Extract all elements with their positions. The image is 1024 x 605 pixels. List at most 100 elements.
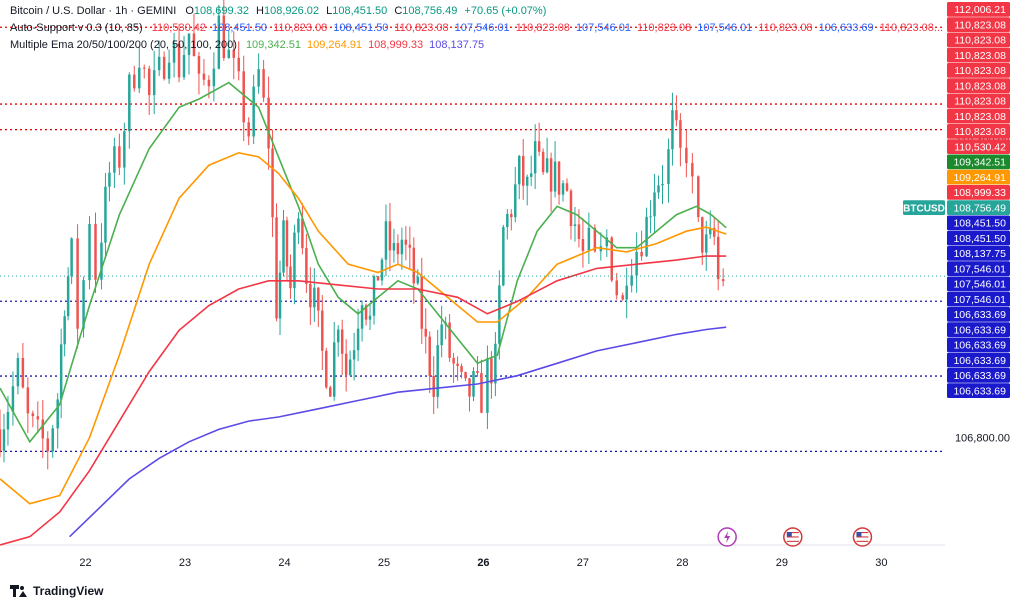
autosupport-name: Auto-Support v 0.3 (10, 85) [10,22,143,34]
flag-stripe [786,532,799,534]
us-flag-icon[interactable] [783,527,803,547]
open-label: O [185,5,194,17]
candle-body [593,227,597,252]
ema-value: 109,342.51 [245,39,301,51]
candle-body [376,276,380,281]
x-tick-label: 28 [676,557,688,569]
candle-body [630,275,633,286]
candle-body [657,185,660,193]
price-label-box [947,63,1010,78]
lightning-icon[interactable] [717,527,737,547]
candle-body [529,173,533,177]
ema-value: 108,999.33 [368,39,424,51]
candle-body [26,387,30,414]
candle-body [553,161,557,192]
candle-body [691,163,694,177]
candle-body [537,141,541,152]
price-label-box [947,17,1010,32]
autosupport-values: 110,530.42 108,451.50 110,823.08 108,451.50… [152,22,949,34]
price-label-box [947,78,1010,93]
candle-body [192,33,196,57]
price-label-text: 109,342.51 [953,157,1006,169]
price-label-text: 108,451.50 [953,233,1006,245]
candle-body [340,329,344,354]
low-label: L [326,5,333,17]
candle-body [36,416,40,420]
candle-body [541,151,545,173]
candle-body [309,283,312,308]
price-label-box [947,47,1010,63]
candle-body [675,110,678,121]
x-tick-label: 29 [776,557,788,569]
ema-line-ema-200 [69,326,727,538]
price-label-text: 110,823.08 [954,126,1006,138]
candle-body [396,243,400,255]
candle-body [285,220,289,267]
price-label-text: 110,823.08 [954,65,1006,77]
legend-symbol-row[interactable]: Bitcoin / U.S. Dollar · 1h · GEMINI O108… [10,3,955,20]
candle-body [41,419,45,439]
candle-body [456,363,459,367]
high-value: 108,926.02 [263,5,320,17]
candle-body [197,56,201,74]
us-flag-icon[interactable] [852,527,873,547]
candle-body [486,358,489,413]
price-label-box [947,124,1010,139]
legend-ema-row[interactable]: Multiple Ema 20/50/100/200 (20, 50, 100,… [10,37,955,54]
ema-value: 108,137.75 [429,39,485,51]
candle-body [172,43,176,63]
autosupport-value: 110,823.08... [879,22,944,34]
candle-body [70,238,73,277]
chart-legend: Bitcoin / U.S. Dollar · 1h · GEMINI O108… [10,3,955,54]
autosupport-value: 110,823.08 [394,22,449,34]
price-label-text: 106,633.69 [953,309,1006,321]
autosupport-value: 110,530.42 [151,22,206,34]
candle-body [11,386,15,412]
candle-body [502,227,505,286]
candle-body [16,357,20,387]
candle-body [364,305,368,320]
candle-body [577,224,581,240]
candle-body [297,218,300,233]
price-label-box [947,200,1010,215]
autosupport-value: 110,823.08 [515,22,570,34]
flag-stripe [856,534,869,536]
candle-body [202,73,206,80]
low-value: 108,451.50 [332,5,388,17]
candle-body [94,223,97,280]
candle-body [348,359,352,375]
candle-body [716,236,720,280]
x-tick-label: 23 [179,557,191,569]
tradingview-logo[interactable]: TradingView [10,584,103,598]
candle-body [510,213,513,218]
price-label-text: 109,264.91 [953,172,1006,184]
candle-body [587,227,591,252]
candle-body [494,343,497,384]
open-value: 108,699.32 [193,5,249,17]
autosupport-value: 110,823.08 [273,22,328,34]
price-label-box [947,169,1010,185]
price-label-text: 106,633.69 [953,340,1006,352]
candle-body [480,373,483,413]
price-label-text: 110,823.08 [954,50,1006,62]
flag-canton [856,532,862,537]
flag-stripe [856,540,869,542]
ema-values: 109,342.51 109,264.91 108,999.33 108,137.75 [246,39,490,51]
autosupport-value: 110,823.08 [758,22,813,34]
flag-stripe [786,536,799,538]
ema-line-ema-50 [0,151,727,505]
autosupport-value: 107,546.01 [575,22,631,34]
candle-body [549,158,553,192]
candle-body [88,223,91,281]
candle-body [177,43,181,78]
flag-stripe [786,538,799,540]
candle-body [113,146,116,173]
candle-body [557,161,561,195]
legend-autosupport-row[interactable]: Auto-Support v 0.3 (10, 85) 110,530.42 10… [10,20,955,37]
candle-body [271,148,274,218]
candle-body [697,176,700,218]
price-label-text: 108,756.49 [953,202,1006,214]
autosupport-value: 110,823.08 [637,22,692,34]
price-label-text: 107,546.01 [953,294,1006,306]
